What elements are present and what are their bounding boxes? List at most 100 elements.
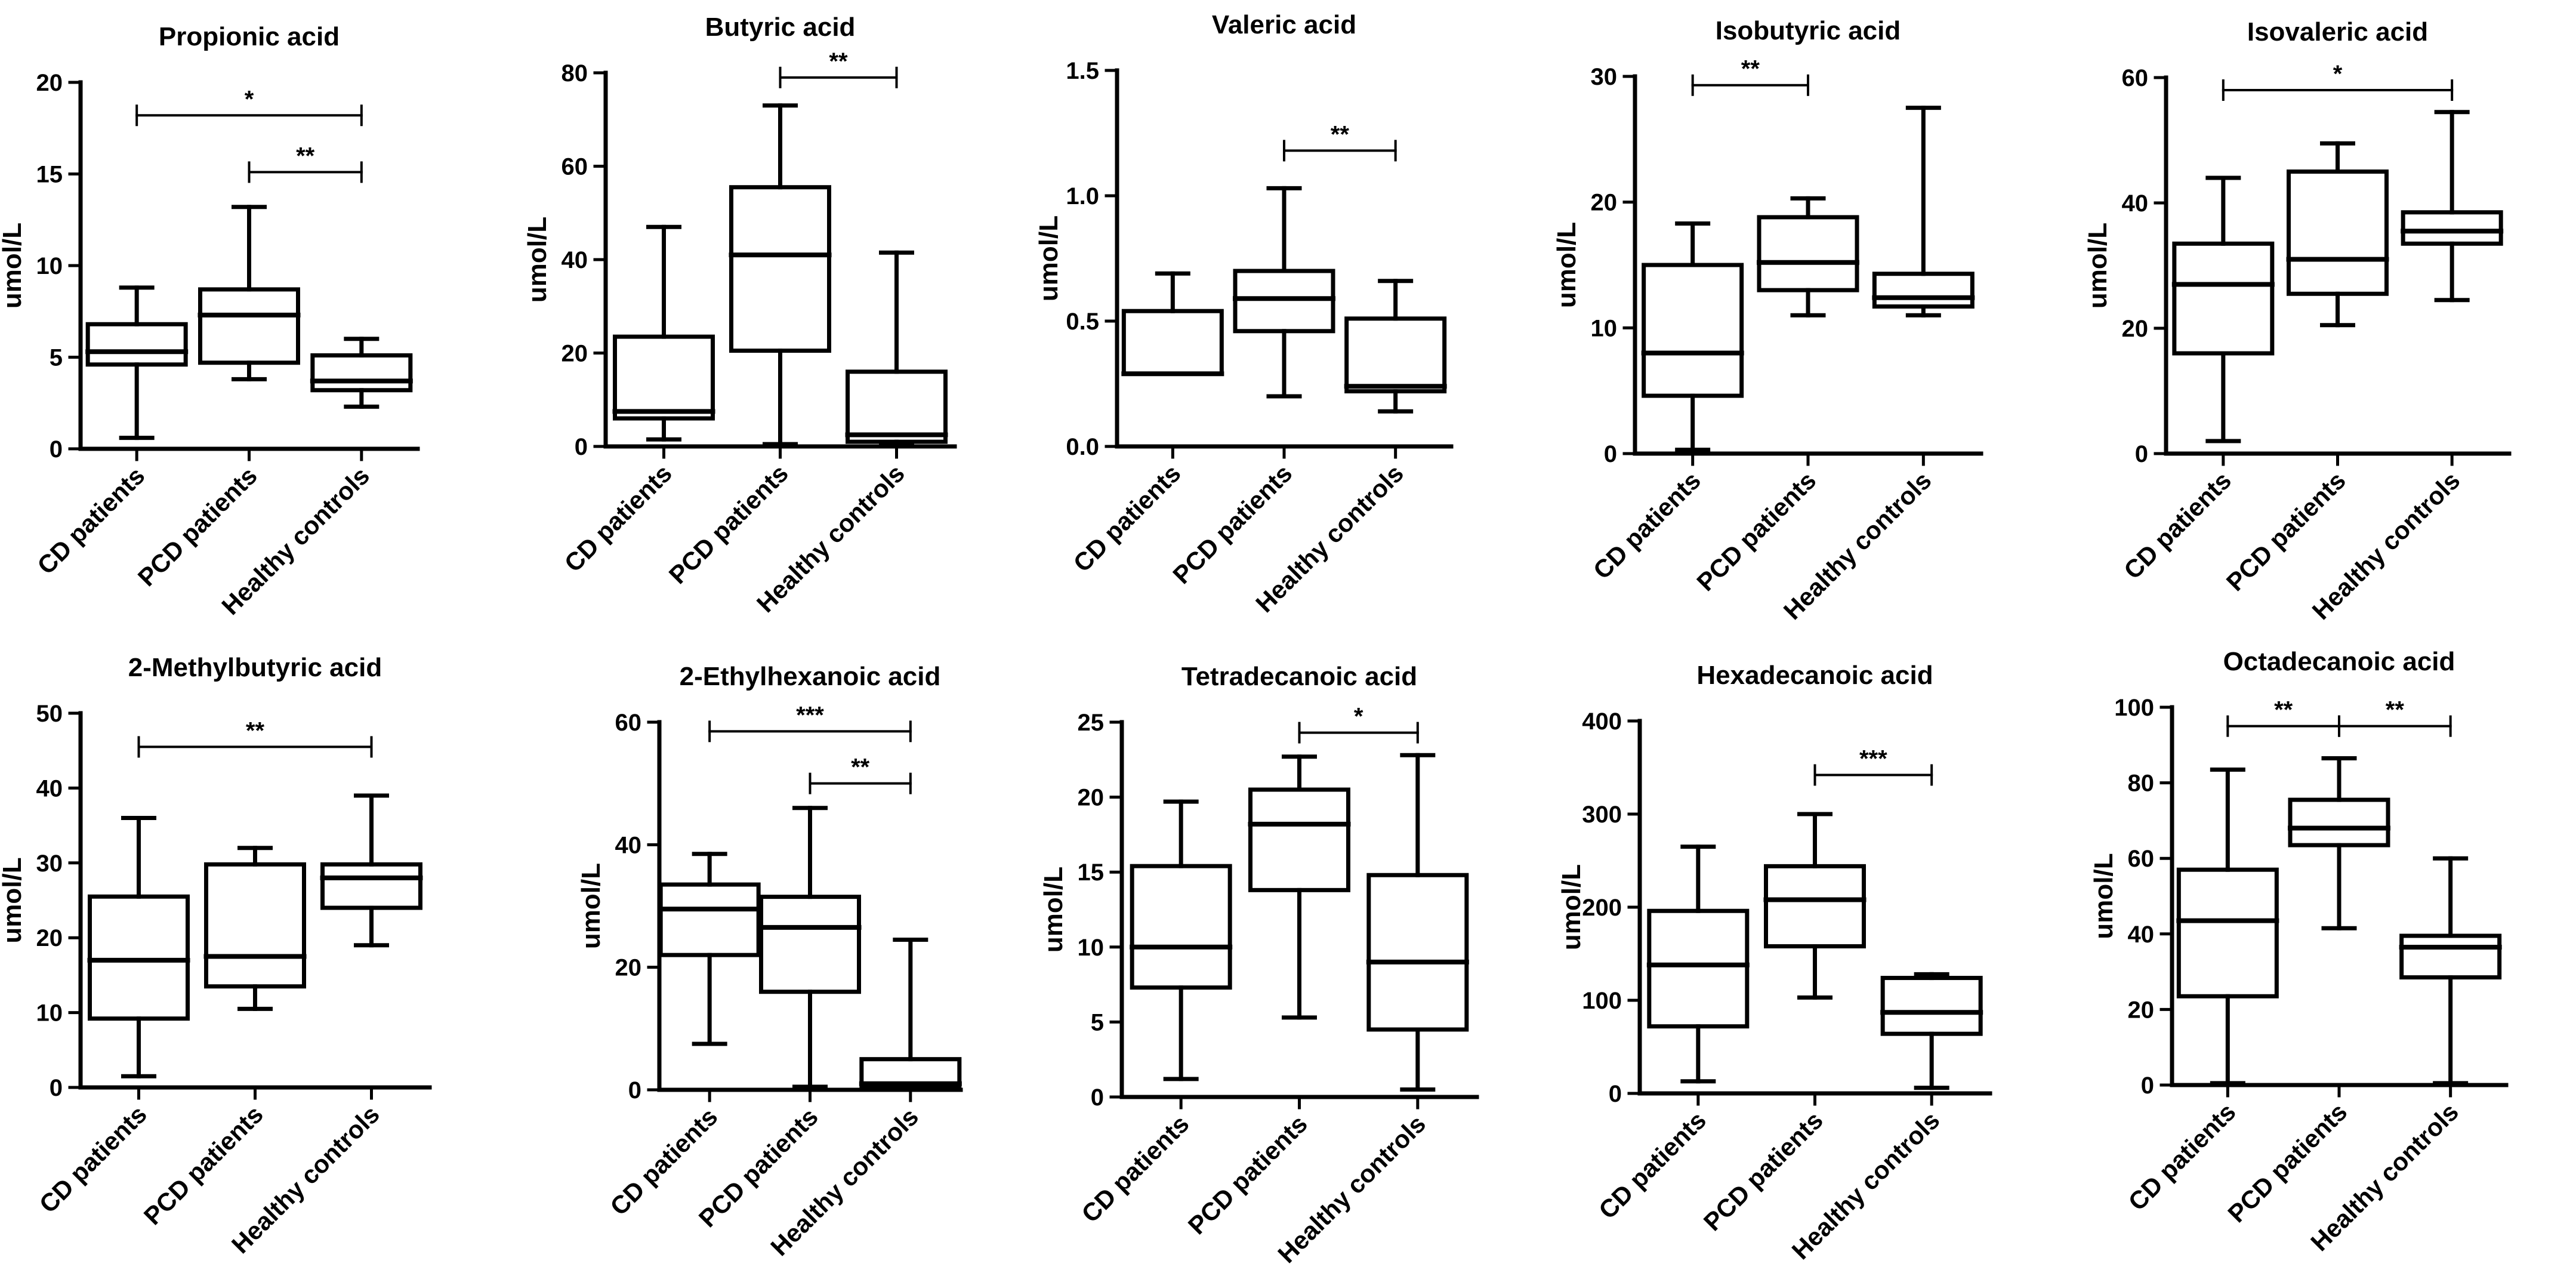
box-3 [1344,279,1447,414]
box-iqr [2287,170,2389,296]
box-2 [758,806,862,1089]
box-2 [729,103,832,446]
y-axis-label: umol/L [2083,223,2112,309]
y-axis-label: umol/L [1039,867,1068,953]
box-1 [2176,767,2279,1086]
box-iqr [204,862,306,989]
significance-label: *** [796,702,824,728]
chart-title: 2-Methylbutyric acid [128,653,382,682]
y-tick-label: 10 [36,253,63,279]
significance-label: ** [296,143,315,169]
y-tick-label: 0 [50,436,63,463]
x-tick-label: CD patients [34,1100,152,1218]
significance-label: * [2333,61,2343,87]
box-iqr [2288,797,2390,848]
significance-label: ** [829,48,848,75]
box-iqr [1130,864,1232,990]
x-tick-label: CD patients [2122,1098,2241,1216]
chart-panel-5: Isovaleric acid 0 20 40 60 umol/L CD patientsP… [2083,17,2512,625]
y-tick-label: 0 [575,434,588,460]
y-tick-label: 0.0 [1066,434,1099,460]
y-tick-label: 40 [615,832,642,858]
y-tick-label: 60 [2128,846,2155,872]
box-3 [1366,753,1469,1092]
y-tick-label: 15 [1078,859,1105,886]
y-tick-label: 0.5 [1066,309,1099,335]
y-tick-label: 0 [1604,441,1617,467]
y-axis-label: umol/L [1034,215,1063,301]
y-tick-label: 60 [562,154,588,180]
y-axis-label: umol/L [0,223,27,309]
box-3 [2399,856,2502,1086]
significance-bracket: ** [809,754,912,794]
chart-panel-6: 2-Methylbutyric acid 0 10 20 30 40 50 umol/L CD … [0,653,432,1259]
box-iqr [1764,864,1866,949]
chart-panel-1: Propionic acid 0 5 10 15 20 umol/L CD patientsP… [0,22,420,620]
box-iqr [729,185,831,353]
y-tick-label: 300 [1582,802,1622,828]
chart-panel-9: Hexadecanoic acid 0 100 200 300 400 umol/L CD p… [1557,661,1992,1265]
chart-title: Octadecanoic acid [2223,647,2455,676]
significance-bracket: *** [1813,745,1933,786]
chart-title: Tetradecanoic acid [1181,662,1417,691]
box-3 [1872,106,1975,318]
y-tick-label: 40 [36,775,63,802]
box-iqr [320,862,422,910]
y-tick-label: 50 [36,701,63,727]
box-iqr [2399,933,2502,980]
box-iqr [1647,908,1750,1029]
y-tick-label: 1.0 [1066,183,1099,209]
box-2 [1757,196,1859,318]
x-tick-label: PCD patients [1183,1110,1313,1240]
significance-label: ** [246,717,265,744]
box-3 [1880,972,1983,1090]
chart-title: Isovaleric acid [2247,17,2428,47]
box-iqr [85,322,188,367]
box-iqr [1366,873,1469,1032]
y-tick-label: 0 [50,1075,63,1101]
y-tick-label: 100 [1582,988,1622,1014]
y-tick-label: 30 [36,850,63,877]
box-2 [1248,754,1351,1020]
significance-bracket: * [2222,61,2454,101]
y-tick-label: 0 [2141,1073,2154,1099]
y-tick-label: 10 [1591,315,1618,341]
box-3 [859,937,962,1090]
chart-panel-3: Valeric acid 0.0 0.5 1.0 1.5 umol/L CD patient… [1034,10,1454,618]
y-axis-label: umol/L [1552,222,1581,308]
box-2 [2288,756,2390,930]
x-tick-label: CD patients [559,459,677,577]
chart-title: Butyric acid [705,13,856,42]
y-tick-label: 60 [2122,65,2149,91]
y-tick-label: 0 [2135,441,2148,467]
box-iqr [2176,867,2279,999]
y-tick-label: 20 [36,70,63,96]
y-axis-label: umol/L [0,857,27,943]
box-iqr [1248,787,1350,892]
y-tick-label: 80 [562,60,588,87]
box-iqr [613,334,715,421]
x-tick-label: CD patients [1593,1106,1711,1224]
significance-bracket: *** [708,702,912,742]
box-iqr [1344,316,1447,394]
chart-title: Hexadecanoic acid [1696,661,1933,690]
significance-label: ** [2386,697,2405,723]
y-tick-label: 40 [562,247,588,273]
y-tick-label: 80 [2128,771,2155,797]
chart-title: 2-Ethylhexanoic acid [680,662,941,691]
x-tick-label: CD patients [2118,466,2236,584]
box-1 [1130,799,1233,1081]
y-axis-label: umol/L [2089,853,2118,939]
y-tick-label: 0 [1609,1081,1622,1107]
x-tick-label: CD patients [1068,459,1186,577]
x-tick-label: PCD patients [132,461,263,591]
box-1 [85,285,189,440]
significance-bracket: ** [779,48,898,88]
chart-title: Isobutyric acid [1716,16,1901,45]
box-iqr [310,353,413,393]
y-tick-label: 0 [1091,1084,1104,1111]
y-tick-label: 5 [50,345,63,371]
y-tick-label: 15 [36,162,63,188]
chart-title: Valeric acid [1212,10,1356,39]
